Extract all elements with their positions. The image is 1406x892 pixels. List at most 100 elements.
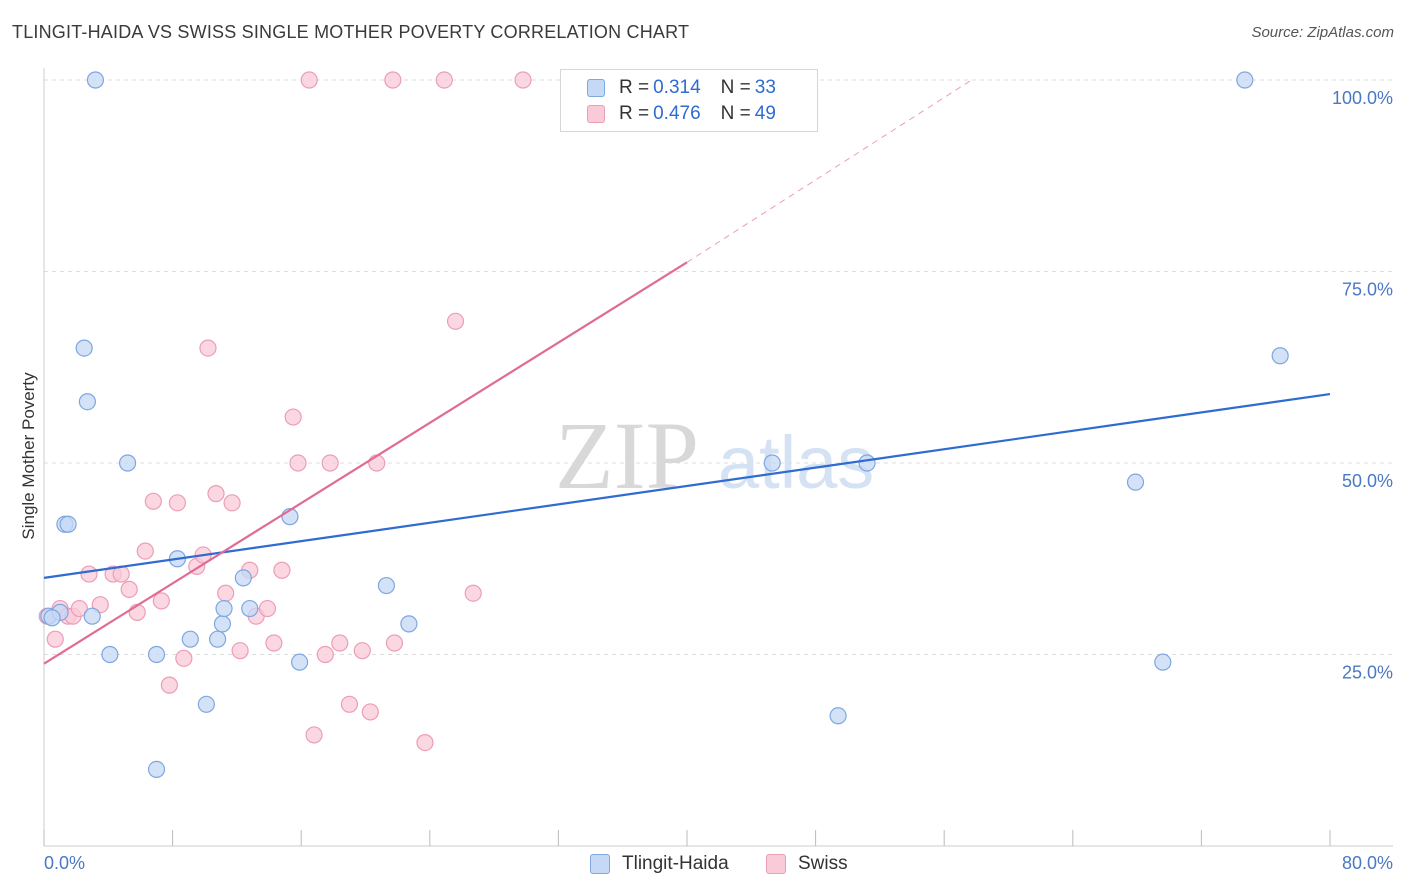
swiss-point [446,312,465,330]
swiss-points [38,71,622,752]
tlingit-haida-point [197,695,215,713]
tlingit-haida-point [147,645,166,664]
swiss-point [385,634,404,652]
axes [43,68,1393,847]
swiss-trend-line-extension [686,79,972,263]
swiss-point [258,599,277,618]
swiss-point [144,492,162,510]
tlingit-haida-point [147,760,166,779]
swiss-point [217,584,235,602]
x-tick-label-max: 80.0% [1342,853,1393,873]
swiss-point [136,542,154,560]
swiss-point [435,71,453,89]
swiss-point [265,634,283,652]
swiss-point [199,339,217,357]
tlingit-haida-point [1126,473,1145,491]
tlingit-haida-point [290,653,309,671]
legend-row-tlingit-haida: R = 0.314 N = 33 [587,77,776,99]
y-tick-label: 75.0% [1342,280,1393,300]
swiss-point [152,592,170,610]
tlingit-haida-point [101,645,119,664]
legend-swatch-blue [587,79,605,97]
legend-r-label: R = [619,77,650,98]
tlingit-haida-point [83,607,101,625]
y-tick-label: 50.0% [1342,471,1393,491]
bottom-legend-swiss: Swiss [766,852,848,876]
swiss-point [223,494,241,512]
swiss-point [46,630,64,648]
tlingit-haida-point [763,454,781,472]
swiss-point [464,584,482,602]
swiss-point [273,561,291,579]
swiss-point [120,580,138,598]
watermark: ZIP atlas [555,402,874,509]
bottom-legend-swatch-pink [766,854,786,874]
bottom-legend-label: Swiss [798,853,848,874]
legend-n-value: 49 [754,103,776,124]
tlingit-haida-point [43,609,61,627]
tlingit-haida-point [78,393,97,411]
tlingit-haida-point [234,569,252,587]
tlingit-haida-point [215,599,233,618]
tlingit-haida-point [1271,347,1289,365]
tlingit-haida-point [118,454,137,472]
swiss-point [289,454,307,472]
x-tick-label-min: 0.0% [44,853,85,873]
swiss-point [300,71,318,89]
trend-lines [43,79,1331,665]
legend-swatch-pink [587,105,605,123]
legend-n-label: N = [720,103,751,124]
y-tick-label: 100.0% [1332,88,1393,108]
bottom-legend-label: Tlingit-Haida [622,853,729,874]
swiss-point [80,565,98,583]
tlingit-haida-point [86,71,105,89]
tlingit-haida-point [829,707,847,725]
legend-r-label: R = [619,103,650,124]
tlingit-haida-point [400,615,418,633]
axis-labels: 0.0% 80.0% Single Mother Poverty 25.0% 50… [19,88,1393,873]
tlingit-haida-point [75,339,93,357]
watermark-zip: ZIP [555,402,699,509]
legend-r-value: 0.314 [653,77,701,98]
tlingit-haida-point [59,515,77,533]
bottom-legend-tlingit-haida: Tlingit-Haida [590,852,729,876]
legend-row-swiss: R = 0.476 N = 49 [587,103,776,125]
swiss-point [207,485,225,503]
swiss-point [231,642,249,660]
legend-r-value: 0.476 [653,103,701,124]
swiss-point [70,599,88,618]
swiss-point [168,494,187,512]
tlingit-haida-point [1236,71,1254,89]
legend-n-label: N = [720,77,751,98]
swiss-point [340,695,359,713]
swiss-point [331,634,349,652]
tlingit-haida-point [241,599,259,618]
tlingit-haida-point [858,454,876,472]
swiss-trend-line [43,261,688,665]
swiss-point [284,408,302,426]
swiss-point [321,454,339,472]
swiss-point [160,676,178,694]
bottom-legend-swatch-blue [590,854,610,874]
chart-title: TLINGIT-HAIDA VS SWISS SINGLE MOTHER POV… [12,22,690,42]
swiss-point [353,642,371,660]
y-tick-label: 25.0% [1342,663,1393,683]
tlingit-haida-point [1154,653,1172,671]
swiss-point [416,733,434,752]
swiss-point [514,71,532,89]
tlingit-haida-trend-line [43,392,1331,579]
swiss-point [175,649,193,667]
tlingit-haida-point [209,630,227,648]
tlingit-haida-point [181,630,199,648]
tlingit-haida-point [213,615,232,633]
swiss-point [305,726,323,744]
swiss-point [316,645,334,664]
legend: R = 0.314 N = 33 R = 0.476 N = 49 [560,69,818,132]
swiss-point [368,454,386,472]
source-label: Source: ZipAtlas.com [1251,24,1394,41]
swiss-point [361,703,379,721]
tlingit-haida-point [377,576,395,595]
y-axis-title: Single Mother Poverty [19,372,38,540]
swiss-point [384,71,402,89]
